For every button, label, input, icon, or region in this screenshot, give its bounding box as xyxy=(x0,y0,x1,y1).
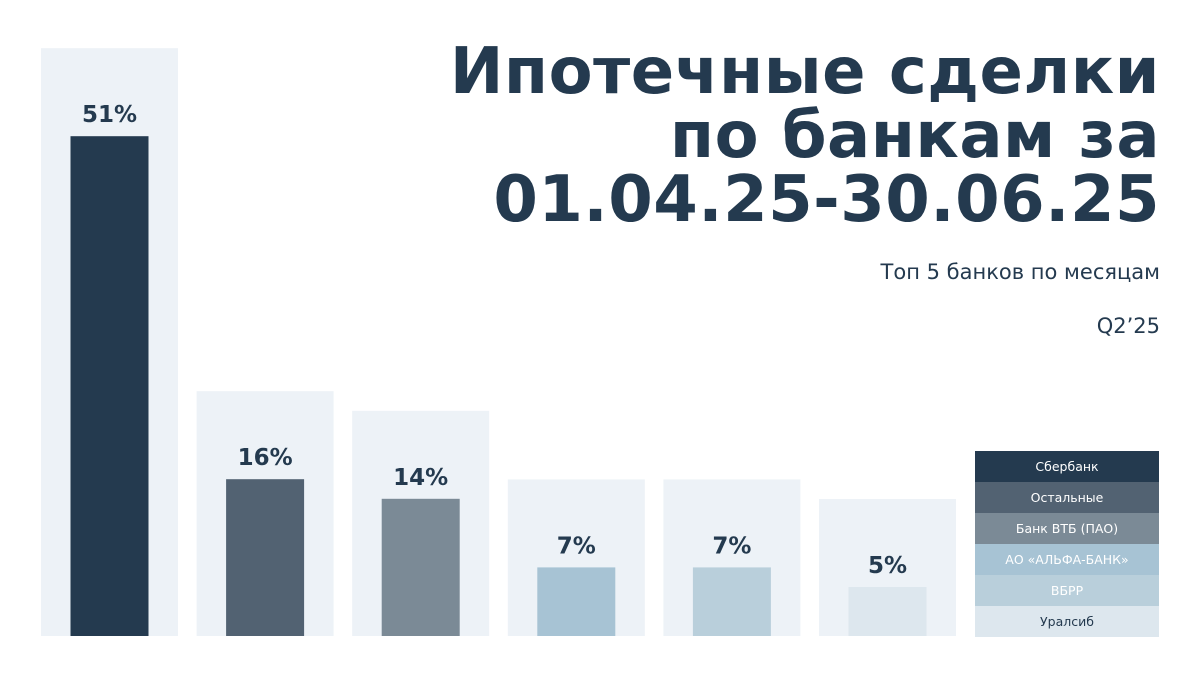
bar-1 xyxy=(70,136,149,636)
bar-4 xyxy=(537,567,616,636)
bar-5 xyxy=(692,567,771,636)
bar-6 xyxy=(848,587,927,636)
legend-item-sberbank: Сбербанк xyxy=(975,451,1159,482)
chart-title: Ипотечные сделки по банкам за 01.04.25-3… xyxy=(450,40,1160,232)
chart-title-line-2: по банкам за xyxy=(669,99,1160,173)
chart-period: Q2’25 xyxy=(1096,314,1160,338)
legend-item-alfa: АО «АЛЬФА-БАНК» xyxy=(975,544,1159,575)
bar-3 xyxy=(381,498,460,636)
bar-value-label-4: 7% xyxy=(557,533,596,559)
bar-value-label-1: 51% xyxy=(82,102,137,128)
chart-title-line-1: Ипотечные сделки xyxy=(449,35,1160,109)
bar-2 xyxy=(226,479,305,636)
legend: Сбербанк Остальные Банк ВТБ (ПАО) АО «АЛ… xyxy=(975,451,1159,637)
chart-title-line-3: 01.04.25-30.06.25 xyxy=(493,163,1160,237)
bar-value-label-2: 16% xyxy=(238,445,293,471)
legend-item-others: Остальные xyxy=(975,482,1159,513)
bar-value-label-6: 5% xyxy=(868,553,907,579)
bar-value-label-5: 7% xyxy=(712,533,751,559)
legend-item-vbrr: ВБРР xyxy=(975,575,1159,606)
legend-item-uralsib: Уралсиб xyxy=(975,606,1159,637)
chart-subtitle: Топ 5 банков по месяцам xyxy=(880,260,1160,284)
legend-item-vtb: Банк ВТБ (ПАО) xyxy=(975,513,1159,544)
bar-value-label-3: 14% xyxy=(393,465,448,491)
